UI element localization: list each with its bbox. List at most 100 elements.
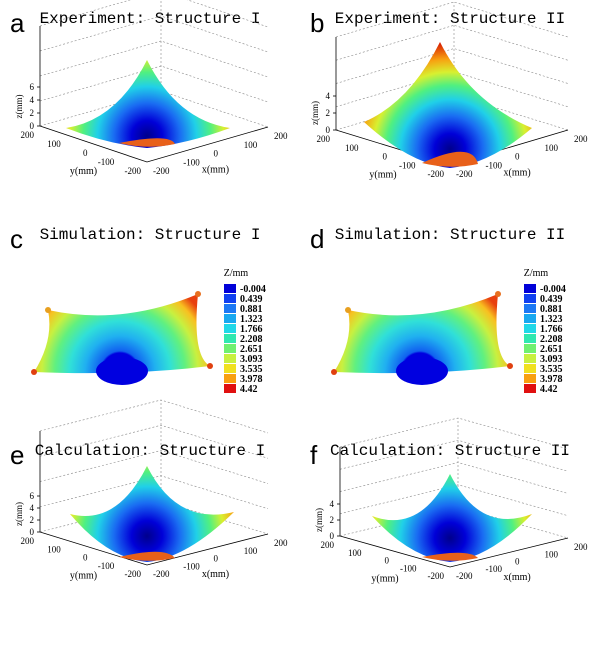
colorbar-label: -0.004 xyxy=(240,284,266,295)
surface-plot-a: 0 2 4 6 z(mm) 200 100 0 -100 -200 y(mm) -200 -100 0 10… xyxy=(14,0,288,177)
z-tick-label: 2 xyxy=(30,108,35,118)
x-tick-label: 200 xyxy=(574,134,588,144)
y-tick-label: -200 xyxy=(428,169,445,179)
y-tick-label: 0 xyxy=(83,553,88,563)
simulation-corner xyxy=(31,369,37,375)
simulation-corner xyxy=(507,363,513,369)
z-axis-label: z(mm) xyxy=(310,101,320,125)
colorbar-label: 4.42 xyxy=(540,384,558,395)
x-axis-label: x(mm) xyxy=(202,164,229,175)
colorbar-swatch xyxy=(524,304,536,313)
x-tick-label: -100 xyxy=(486,160,503,170)
x-tick-label: 0 xyxy=(515,152,520,162)
z-axis-label: z(mm) xyxy=(14,95,24,119)
simulation-corner xyxy=(495,291,501,297)
colorbar-swatch xyxy=(224,344,236,353)
y-tick-label: -100 xyxy=(400,563,417,573)
panel-b: b Experiment: Structure II 0 2 4 z(mm) 200 10… xyxy=(300,0,600,216)
colorbar-label: 3.978 xyxy=(240,374,263,385)
panel-title-b: Experiment: Structure II xyxy=(334,10,566,28)
panel-letter-e: e xyxy=(10,440,25,470)
y-tick-label: 100 xyxy=(47,139,61,149)
simulation-corner xyxy=(195,291,201,297)
colorbar-label: 1.766 xyxy=(540,324,563,335)
colorbar-label: 3.535 xyxy=(540,364,563,375)
surface-mesh xyxy=(66,60,230,148)
panel-d: d Simulation: Structure II Z/mm -0.004 0.4… xyxy=(300,216,600,432)
simulation-corner xyxy=(345,307,351,313)
colorbar-label: 4.42 xyxy=(240,384,258,395)
colorbar-swatch xyxy=(524,374,536,383)
y-tick-label: -200 xyxy=(125,569,142,579)
y-tick-label: 200 xyxy=(21,536,35,546)
x-tick-label: -100 xyxy=(183,157,200,167)
z-tick-label: 4 xyxy=(326,91,331,101)
x-tick-label: 100 xyxy=(545,143,559,153)
colorbar-swatch xyxy=(224,284,236,293)
x-tick-label: -200 xyxy=(456,571,473,581)
colorbar-swatch xyxy=(224,354,236,363)
z-axis-label: z(mm) xyxy=(314,508,324,532)
simulation-minimum-region xyxy=(96,357,148,385)
surface-mesh xyxy=(372,474,532,562)
colorbar-label: 3.978 xyxy=(540,374,563,385)
panel-title-f: Calculation: Structure II xyxy=(329,442,571,460)
simulation-corner xyxy=(45,307,51,313)
colorbar-label: 1.323 xyxy=(540,314,563,325)
x-axis-label: x(mm) xyxy=(503,167,530,178)
colorbar-label: 3.535 xyxy=(240,364,263,375)
colorbar-swatch xyxy=(224,384,236,393)
x-tick-label: -200 xyxy=(153,569,170,579)
y-tick-label: -100 xyxy=(98,561,115,571)
colorbar-swatch xyxy=(224,334,236,343)
colorbar-label: 0.881 xyxy=(240,304,263,315)
panel-letter-d: d xyxy=(310,224,325,254)
colorbar-swatch xyxy=(224,364,236,373)
x-tick-label: 100 xyxy=(244,140,258,150)
colorbar-label: 0.439 xyxy=(240,294,263,305)
surface-front-peak xyxy=(119,551,175,561)
z-axis-label: z(mm) xyxy=(14,502,24,526)
simulation-corner xyxy=(331,369,337,375)
axes xyxy=(39,431,269,566)
simulation-corner xyxy=(207,363,213,369)
panel-e: e Calculation: Structure I 0 2 4 6 z(mm) 200 1… xyxy=(0,399,300,648)
y-tick-label: -100 xyxy=(98,157,115,167)
x-tick-label: -100 xyxy=(486,564,503,574)
colorbar-swatch xyxy=(524,324,536,333)
y-tick-label: 100 xyxy=(348,548,362,558)
x-tick-label: -100 xyxy=(183,561,200,571)
colorbar-label: -0.004 xyxy=(540,284,566,295)
panel-a: a Experiment: Structure I 0 2 4 6 z(mm) 200 10… xyxy=(0,0,300,216)
z-tick-label: 4 xyxy=(30,503,35,513)
colorbar-swatch xyxy=(524,314,536,323)
z-tick-label: 2 xyxy=(326,108,331,118)
y-tick-label: 0 xyxy=(83,148,88,158)
colorbar-label: 3.093 xyxy=(240,354,263,365)
x-tick-label: -200 xyxy=(153,166,170,176)
colorbar-label: 2.208 xyxy=(240,334,263,345)
colorbar-label: 0.439 xyxy=(540,294,563,305)
colorbar-swatch xyxy=(224,324,236,333)
colorbar-swatch xyxy=(524,354,536,363)
colorbar-label: 2.651 xyxy=(540,344,563,355)
x-tick-label: -200 xyxy=(456,169,473,179)
colorbar-label: 1.766 xyxy=(240,324,263,335)
colorbar-swatch xyxy=(524,384,536,393)
y-tick-label: 200 xyxy=(21,130,35,140)
colorbar-swatch xyxy=(524,294,536,303)
colorbar-swatch xyxy=(224,294,236,303)
y-tick-label: 100 xyxy=(47,544,61,554)
z-tick-label: 6 xyxy=(30,491,35,501)
y-axis-label: y(mm) xyxy=(70,571,97,582)
simulation-map-c: Z/mm -0.0040.4390.8811.3231.7662.2082.651… xyxy=(31,268,266,395)
z-tick-label: 0 xyxy=(326,125,331,135)
y-tick-label: -200 xyxy=(428,571,445,581)
colorbar-swatch xyxy=(524,344,536,353)
colorbar-label: 2.651 xyxy=(240,344,263,355)
colorbar-label: 1.323 xyxy=(240,314,263,325)
colorbar-swatch xyxy=(524,334,536,343)
surface-front-peak xyxy=(422,151,478,167)
y-tick-label: 200 xyxy=(317,134,331,144)
axes xyxy=(39,26,269,163)
